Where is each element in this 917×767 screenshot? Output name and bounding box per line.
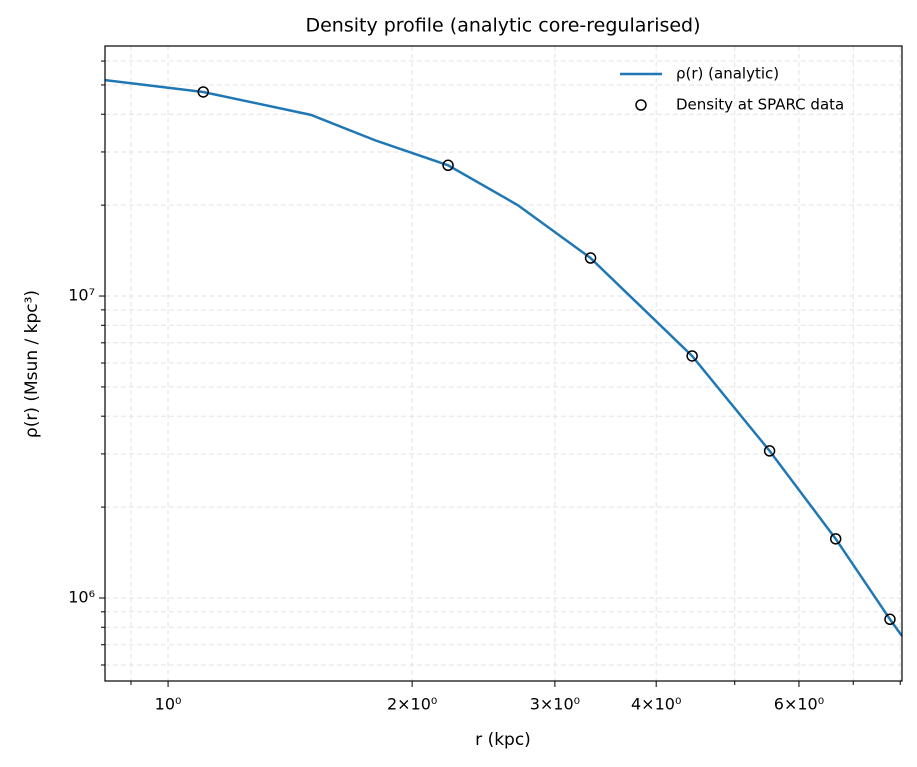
- plot-area: [105, 78, 902, 637]
- legend-label: ρ(r) (analytic): [676, 65, 779, 83]
- y-tick-label: 10⁶: [68, 587, 95, 606]
- plot-frame: [104, 45, 903, 682]
- data-point: [197, 86, 209, 98]
- y-tick-label: 10⁷: [68, 286, 95, 305]
- x-tick-label: 10⁰: [155, 695, 182, 714]
- data-point: [686, 350, 698, 362]
- legend-label: Density at SPARC data: [676, 96, 844, 114]
- x-tick-label: 2×10⁰: [387, 695, 437, 714]
- data-line: [105, 78, 902, 637]
- data-point: [884, 613, 896, 626]
- data-point: [442, 159, 454, 172]
- x-tick-label: 3×10⁰: [530, 695, 580, 714]
- legend-swatch: [635, 99, 647, 111]
- chart-title: Density profile (analytic core-regularis…: [305, 15, 700, 37]
- y-axis-label: ρ(r) (Msun / kpc³): [22, 290, 42, 438]
- x-tick-label: 4×10⁰: [631, 695, 681, 714]
- x-tick-label: 6×10⁰: [774, 695, 824, 714]
- x-axis-label: r (kpc): [475, 730, 531, 750]
- data-point: [763, 445, 776, 457]
- data-point: [584, 252, 597, 264]
- data-point: [829, 533, 842, 545]
